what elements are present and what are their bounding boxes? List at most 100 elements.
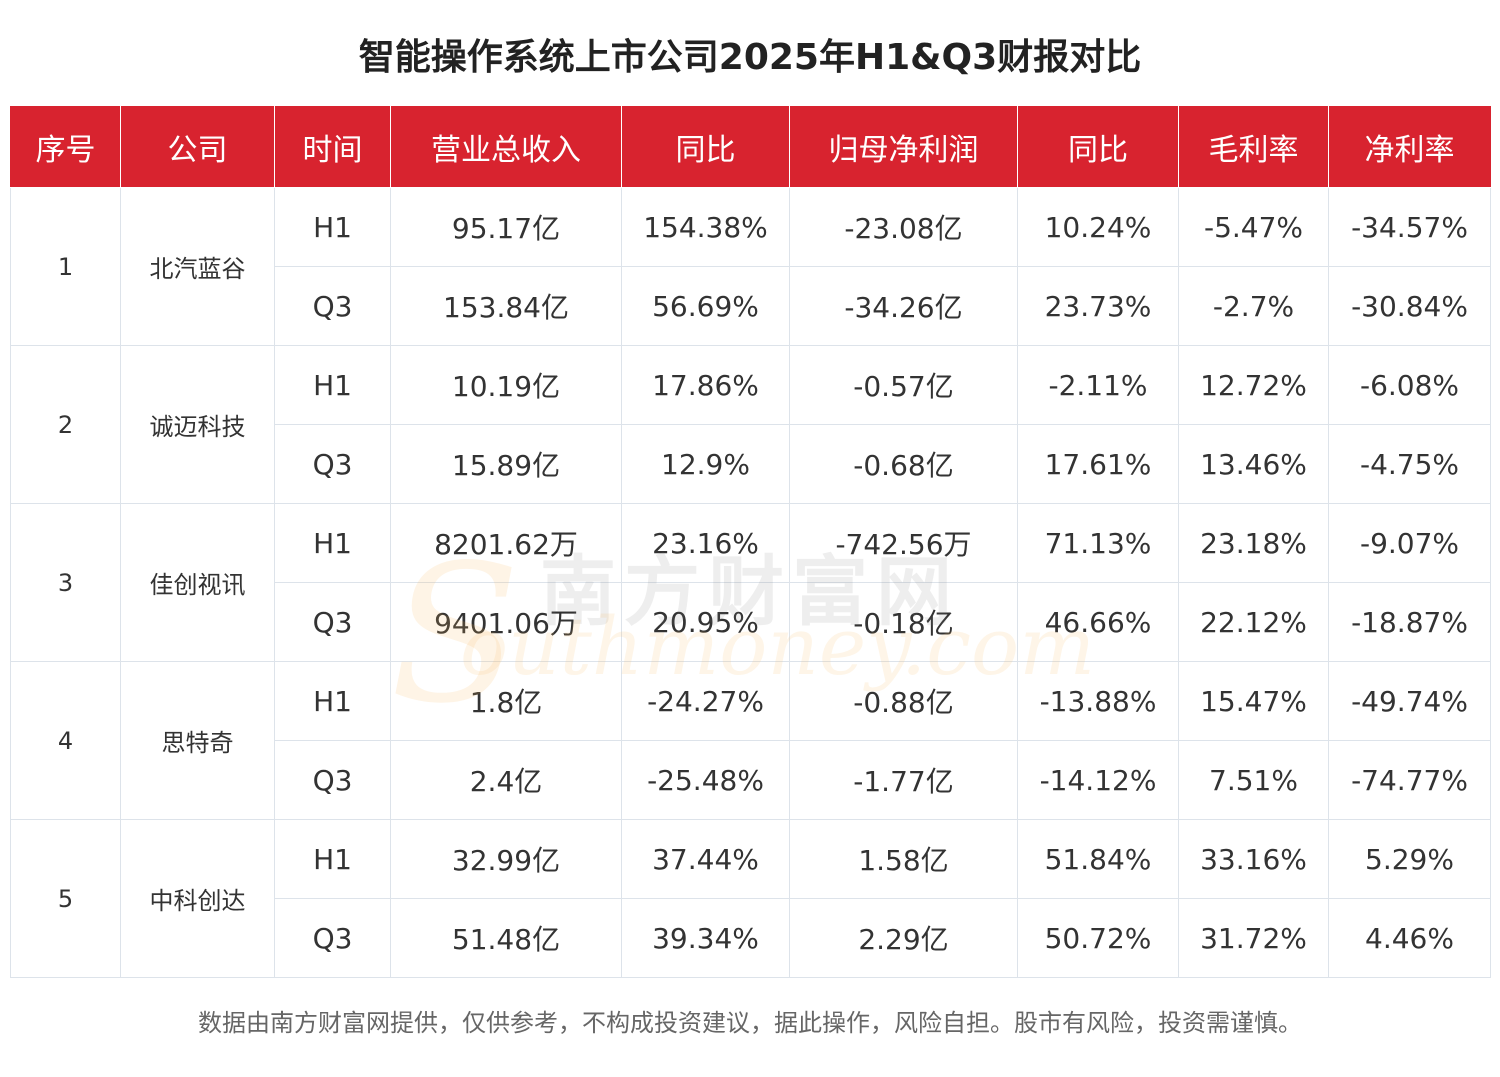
- cell-value: 56.69%: [621, 266, 790, 346]
- cell-value: Q3: [274, 424, 391, 504]
- cell-company: 中科创达: [120, 819, 275, 978]
- column-header: 时间: [274, 106, 391, 188]
- cell-value: Q3: [274, 740, 391, 820]
- cell-value: -74.77%: [1328, 740, 1491, 820]
- table-row: Q3 9401.06万 20.95% -0.18亿 46.66% 22.12% -18.87…: [11, 582, 1491, 662]
- column-header: 营业总收入: [390, 106, 622, 188]
- cell-value: -30.84%: [1328, 266, 1491, 346]
- cell-value: -2.7%: [1178, 266, 1329, 346]
- cell-value: 17.86%: [621, 345, 790, 425]
- table-row: Q3 15.89亿 12.9% -0.68亿 17.61% 13.46% -4.75%: [11, 424, 1491, 504]
- cell-value: 33.16%: [1178, 819, 1329, 899]
- cell-value: -0.57亿: [789, 345, 1018, 425]
- cell-index: 4: [10, 661, 121, 820]
- cell-value: H1: [274, 503, 391, 583]
- disclaimer: 数据由南方财富网提供，仅供参考，不构成投资建议，据此操作，风险自担。股市有风险，…: [198, 1009, 1302, 1037]
- cell-value: -18.87%: [1328, 582, 1491, 662]
- cell-value: Q3: [274, 266, 391, 346]
- cell-value: -24.27%: [621, 661, 790, 741]
- cell-value: H1: [274, 187, 391, 267]
- cell-company: 北汽蓝谷: [120, 187, 275, 346]
- cell-value: 50.72%: [1017, 898, 1179, 978]
- cell-value: Q3: [274, 898, 391, 978]
- table-row: 1 北汽蓝谷 H1 95.17亿 154.38% -23.08亿 10.24% -5.47% -…: [10, 187, 1491, 346]
- cell-value: 15.89亿: [390, 424, 622, 504]
- cell-value: 12.72%: [1178, 345, 1329, 425]
- cell-index: 3: [10, 503, 121, 662]
- cell-value: H1: [274, 661, 391, 741]
- cell-value: 5.29%: [1328, 819, 1491, 899]
- cell-value: 8201.62万: [390, 503, 622, 583]
- cell-value: 9401.06万: [390, 582, 622, 662]
- cell-value: -0.88亿: [789, 661, 1018, 741]
- cell-index: 1: [10, 187, 121, 346]
- cell-value: 13.46%: [1178, 424, 1329, 504]
- cell-value: H1: [274, 345, 391, 425]
- table-row: 5 中科创达 H1 32.99亿 37.44% 1.58亿 51.84% 33.16% 5.29…: [10, 819, 1491, 978]
- table-row: Q3 2.4亿 -25.48% -1.77亿 -14.12% 7.51% -74.77%: [11, 740, 1491, 820]
- cell-value: 51.48亿: [390, 898, 622, 978]
- cell-value: -23.08亿: [789, 187, 1018, 267]
- cell-value: -34.57%: [1328, 187, 1491, 267]
- column-header: 同比: [1017, 106, 1179, 188]
- cell-value: 71.13%: [1017, 503, 1179, 583]
- cell-value: 7.51%: [1178, 740, 1329, 820]
- cell-value: 1.8亿: [390, 661, 622, 741]
- cell-company: 思特奇: [120, 661, 275, 820]
- cell-value: 51.84%: [1017, 819, 1179, 899]
- cell-value: 10.24%: [1017, 187, 1179, 267]
- cell-value: 4.46%: [1328, 898, 1491, 978]
- cell-value: 95.17亿: [390, 187, 622, 267]
- cell-value: 154.38%: [621, 187, 790, 267]
- column-header: 毛利率: [1178, 106, 1329, 188]
- cell-value: -13.88%: [1017, 661, 1179, 741]
- cell-value: 39.34%: [621, 898, 790, 978]
- cell-value: -6.08%: [1328, 345, 1491, 425]
- cell-value: -0.68亿: [789, 424, 1018, 504]
- table-row: 4 思特奇 H1 1.8亿 -24.27% -0.88亿 -13.88% 15.47% -49.…: [10, 661, 1491, 820]
- cell-index: 2: [10, 345, 121, 504]
- cell-value: -34.26亿: [789, 266, 1018, 346]
- cell-value: 23.16%: [621, 503, 790, 583]
- cell-value: -25.48%: [621, 740, 790, 820]
- column-header: 序号: [10, 106, 121, 188]
- cell-value: 2.4亿: [390, 740, 622, 820]
- cell-value: 20.95%: [621, 582, 790, 662]
- table-row: 3 佳创视讯 H1 8201.62万 23.16% -742.56万 71.13% 23.18…: [10, 503, 1491, 662]
- financial-table: 序号 公司 时间 营业总收入 同比 归母净利润 同比 毛利率 净利率 1 北汽蓝谷 H1 95.17亿…: [10, 106, 1491, 978]
- cell-value: 23.73%: [1017, 266, 1179, 346]
- cell-value: H1: [274, 819, 391, 899]
- cell-value: Q3: [274, 582, 391, 662]
- cell-value: -9.07%: [1328, 503, 1491, 583]
- cell-value: 23.18%: [1178, 503, 1329, 583]
- cell-value: 37.44%: [621, 819, 790, 899]
- cell-value: -2.11%: [1017, 345, 1179, 425]
- table-row: 2 诚迈科技 H1 10.19亿 17.86% -0.57亿 -2.11% 12.72% -6.…: [10, 345, 1491, 504]
- cell-company: 佳创视讯: [120, 503, 275, 662]
- cell-value: -5.47%: [1178, 187, 1329, 267]
- cell-value: 17.61%: [1017, 424, 1179, 504]
- page-title: 智能操作系统上市公司2025年H1&Q3财报对比: [358, 37, 1142, 78]
- cell-value: -4.75%: [1328, 424, 1491, 504]
- cell-value: 10.19亿: [390, 345, 622, 425]
- cell-value: 22.12%: [1178, 582, 1329, 662]
- column-header: 归母净利润: [789, 106, 1018, 188]
- cell-value: -0.18亿: [789, 582, 1018, 662]
- column-header: 净利率: [1328, 106, 1491, 188]
- cell-value: -742.56万: [789, 503, 1018, 583]
- column-header: 同比: [621, 106, 790, 188]
- cell-value: -49.74%: [1328, 661, 1491, 741]
- cell-value: 1.58亿: [789, 819, 1018, 899]
- column-header: 公司: [120, 106, 275, 188]
- cell-value: 153.84亿: [390, 266, 622, 346]
- cell-value: 32.99亿: [390, 819, 622, 899]
- cell-value: 2.29亿: [789, 898, 1018, 978]
- table-row: Q3 51.48亿 39.34% 2.29亿 50.72% 31.72% 4.46%: [11, 898, 1491, 978]
- cell-value: -1.77亿: [789, 740, 1018, 820]
- cell-value: -14.12%: [1017, 740, 1179, 820]
- cell-index: 5: [10, 819, 121, 978]
- cell-value: 15.47%: [1178, 661, 1329, 741]
- cell-value: 31.72%: [1178, 898, 1329, 978]
- table-header-row: 序号 公司 时间 营业总收入 同比 归母净利润 同比 毛利率 净利率: [10, 106, 1491, 188]
- cell-company: 诚迈科技: [120, 345, 275, 504]
